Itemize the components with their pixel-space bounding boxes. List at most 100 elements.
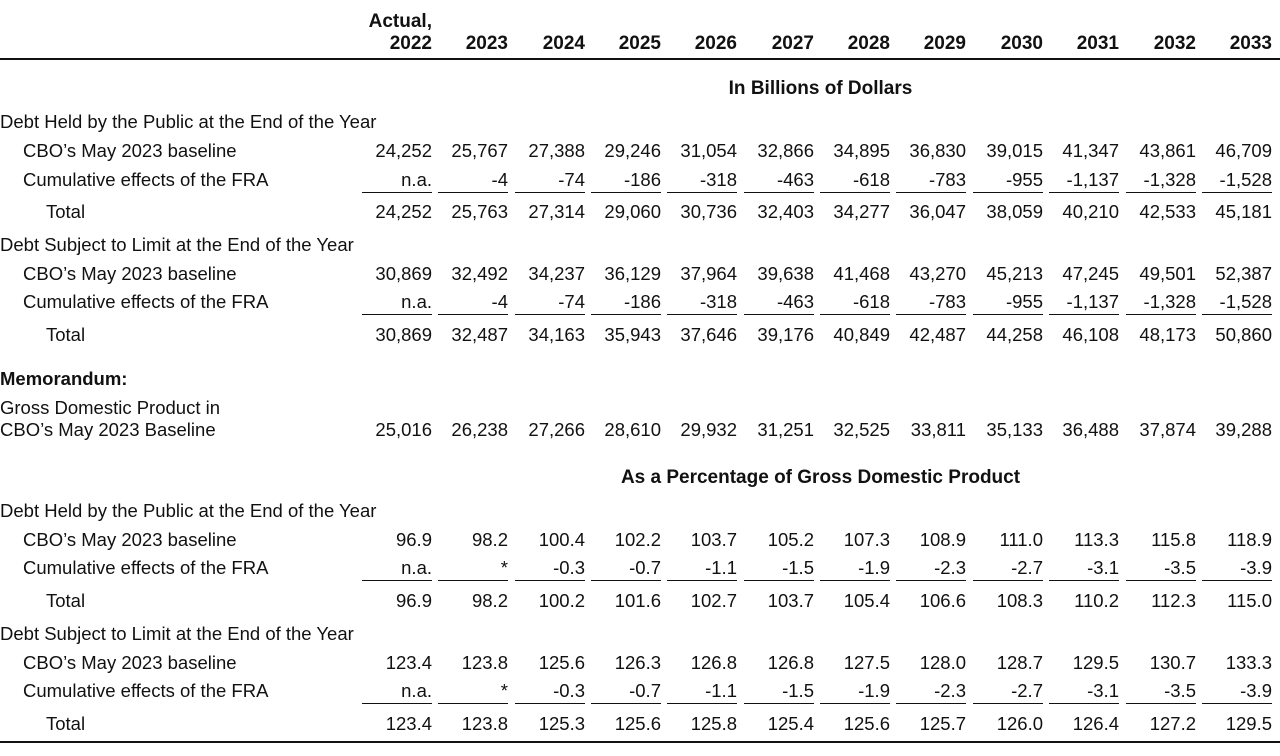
table-cell: 123.8 xyxy=(461,713,508,734)
table-cell: 130.7 xyxy=(1149,652,1196,673)
table-cell: 42,533 xyxy=(1139,201,1196,222)
column-header-year: 2022 xyxy=(389,33,432,54)
table-row: 25,016 26,238 27,266 28,610 29,932 31,251 32,5… xyxy=(0,416,1280,444)
table-cell: 32,403 xyxy=(757,201,814,222)
table-cell: 125.3 xyxy=(538,713,585,734)
table-cell: 96.9 xyxy=(395,590,432,611)
column-header-line1: Actual, xyxy=(368,11,432,32)
column-header-year: 2023 xyxy=(465,33,508,54)
column-header-year: 2029 xyxy=(923,33,966,54)
percent-held-heading-row: Debt Held by the Public at the End of th… xyxy=(0,497,1280,525)
column-header-11: 2033 xyxy=(1202,33,1272,55)
table-cell: 105.4 xyxy=(843,590,890,611)
row-label: Total xyxy=(46,324,86,345)
table-row: Cumulative effects of the FRA n.a. * -0.3 -0… xyxy=(0,554,1280,582)
table-cell: -3.9 xyxy=(1202,677,1272,704)
table-cell: 36,047 xyxy=(909,201,966,222)
row-label: Total xyxy=(46,590,86,611)
column-header-6: 2028 xyxy=(820,33,890,55)
table-cell: 32,866 xyxy=(757,140,814,161)
row-label: CBO’s May 2023 baseline xyxy=(23,652,237,673)
column-header-year: 2030 xyxy=(1000,33,1043,54)
table-cell: -2.3 xyxy=(896,677,966,704)
table-cell: -0.3 xyxy=(515,554,585,581)
table-cell: -783 xyxy=(896,288,966,315)
table-row: Total 96.9 98.2 100.2 101.6 102.7 103.7 105.4 10… xyxy=(0,587,1280,615)
table-cell: 108.9 xyxy=(919,529,966,550)
column-header-year: 2024 xyxy=(542,33,585,54)
table-cell: -618 xyxy=(820,166,890,193)
row-label: Total xyxy=(46,201,86,222)
table-cell: 126.8 xyxy=(767,652,814,673)
table-cell: 27,314 xyxy=(528,201,585,222)
table-cell: 101.6 xyxy=(614,590,661,611)
table-cell: 38,059 xyxy=(986,201,1043,222)
table-cell: 41,347 xyxy=(1062,140,1119,161)
table-cell: -955 xyxy=(973,288,1043,315)
column-header-row: Actual, 2022 2023 2024 2025 2026 2027 2028 2029 2… xyxy=(0,0,1280,60)
table-cell: 115.0 xyxy=(1227,590,1272,611)
table-cell: 125.6 xyxy=(614,713,661,734)
table-cell: 44,258 xyxy=(986,324,1043,345)
gdp-label-line2: CBO’s May 2023 Baseline xyxy=(0,419,216,440)
table-cell: n.a. xyxy=(362,166,432,193)
table-cell: 27,266 xyxy=(528,419,585,440)
table-cell: 46,108 xyxy=(1062,324,1119,345)
table-cell: -3.5 xyxy=(1126,677,1196,704)
table-cell: 127.5 xyxy=(843,652,890,673)
table-cell: 32,525 xyxy=(833,419,890,440)
table-cell: -1.9 xyxy=(820,554,890,581)
table-cell: 125.7 xyxy=(919,713,966,734)
table-cell: 98.2 xyxy=(471,529,508,550)
table-cell: 45,181 xyxy=(1215,201,1272,222)
column-header-0: Actual, 2022 xyxy=(362,11,432,55)
row-label: Cumulative effects of the FRA xyxy=(23,557,269,578)
table-cell: 35,133 xyxy=(986,419,1043,440)
table-cell: 39,638 xyxy=(757,263,814,284)
table-cell: 43,270 xyxy=(909,263,966,284)
table-cell: -318 xyxy=(667,166,737,193)
table-cell: -0.7 xyxy=(591,554,661,581)
column-header-10: 2032 xyxy=(1126,33,1196,55)
table-cell: 29,932 xyxy=(680,419,737,440)
table-cell: 47,245 xyxy=(1062,263,1119,284)
table-cell: 102.7 xyxy=(690,590,737,611)
table-cell: 29,246 xyxy=(604,140,661,161)
table-cell: * xyxy=(438,677,508,704)
row-heading: Debt Held by the Public at the End of th… xyxy=(0,500,377,521)
table-cell: 28,610 xyxy=(604,419,661,440)
row-label: Cumulative effects of the FRA xyxy=(23,680,269,701)
table-cell: -463 xyxy=(744,288,814,315)
table-row: CBO’s May 2023 baseline 96.9 98.2 100.4 102.… xyxy=(0,526,1280,554)
column-header-year: 2025 xyxy=(618,33,661,54)
table-cell: 36,129 xyxy=(604,263,661,284)
table-cell: -1,528 xyxy=(1202,288,1272,315)
table-cell: 32,492 xyxy=(451,263,508,284)
column-header-2: 2024 xyxy=(515,33,585,55)
table-cell: 98.2 xyxy=(471,590,508,611)
table-cell: 27,388 xyxy=(528,140,585,161)
table-cell: 127.2 xyxy=(1149,713,1196,734)
table-cell: 52,387 xyxy=(1215,263,1272,284)
table-cell: 123.4 xyxy=(385,713,432,734)
table-cell: 126.0 xyxy=(996,713,1043,734)
table-cell: -3.5 xyxy=(1126,554,1196,581)
table-cell: 31,054 xyxy=(680,140,737,161)
table-cell: 49,501 xyxy=(1139,263,1196,284)
table-cell: -1,528 xyxy=(1202,166,1272,193)
row-heading: Debt Subject to Limit at the End of the … xyxy=(0,623,354,644)
percent-section-title: As a Percentage of Gross Domestic Produc… xyxy=(620,467,1021,488)
table-cell: -186 xyxy=(591,288,661,315)
table-cell: 108.3 xyxy=(996,590,1043,611)
row-label: CBO’s May 2023 baseline xyxy=(23,529,237,550)
column-header-4: 2026 xyxy=(667,33,737,55)
dollars-held-heading-row: Debt Held by the Public at the End of th… xyxy=(0,108,1280,136)
table-cell: 30,869 xyxy=(375,324,432,345)
table-cell: -1,328 xyxy=(1126,288,1196,315)
table-cell: 36,488 xyxy=(1062,419,1119,440)
column-header-year: 2033 xyxy=(1229,33,1272,54)
percent-limit-heading-row: Debt Subject to Limit at the End of the … xyxy=(0,620,1280,648)
table-cell: 39,288 xyxy=(1215,419,1272,440)
table-cell: -463 xyxy=(744,166,814,193)
table-cell: -186 xyxy=(591,166,661,193)
